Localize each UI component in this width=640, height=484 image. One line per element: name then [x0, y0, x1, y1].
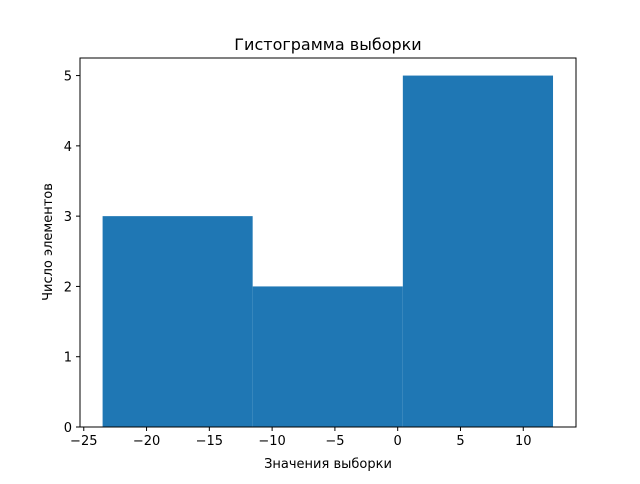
y-tick-label: 2: [64, 280, 72, 295]
y-tick-label: 5: [64, 70, 72, 85]
axes-frame: [79, 57, 577, 428]
histogram-bar: [252, 286, 403, 427]
x-tick-label: −20: [133, 434, 160, 449]
y-tick-label: 3: [64, 210, 72, 225]
y-tick-label: 1: [64, 351, 72, 366]
y-tick-label: 0: [64, 421, 72, 436]
x-ticks: −25 −20 −15 −10 −5 0 5 10: [70, 427, 532, 449]
x-tick-label: −25: [70, 434, 97, 449]
x-tick-label: 0: [394, 434, 402, 449]
x-tick-label: −10: [258, 434, 285, 449]
x-axis-label: Значения выборки: [264, 457, 392, 472]
histogram-bar: [102, 216, 253, 427]
chart-title: Гистограмма выборки: [234, 35, 421, 54]
x-tick-label: 10: [515, 434, 532, 449]
x-tick-label: 5: [456, 434, 464, 449]
bars: [102, 75, 554, 428]
y-tick-label: 4: [64, 140, 72, 155]
y-axis-label: Число элементов: [41, 183, 56, 301]
x-tick-label: −5: [325, 434, 344, 449]
histogram-bar: [402, 75, 554, 428]
x-tick-label: −15: [196, 434, 223, 449]
y-ticks: 0 1 2 3 4 5: [64, 70, 80, 436]
